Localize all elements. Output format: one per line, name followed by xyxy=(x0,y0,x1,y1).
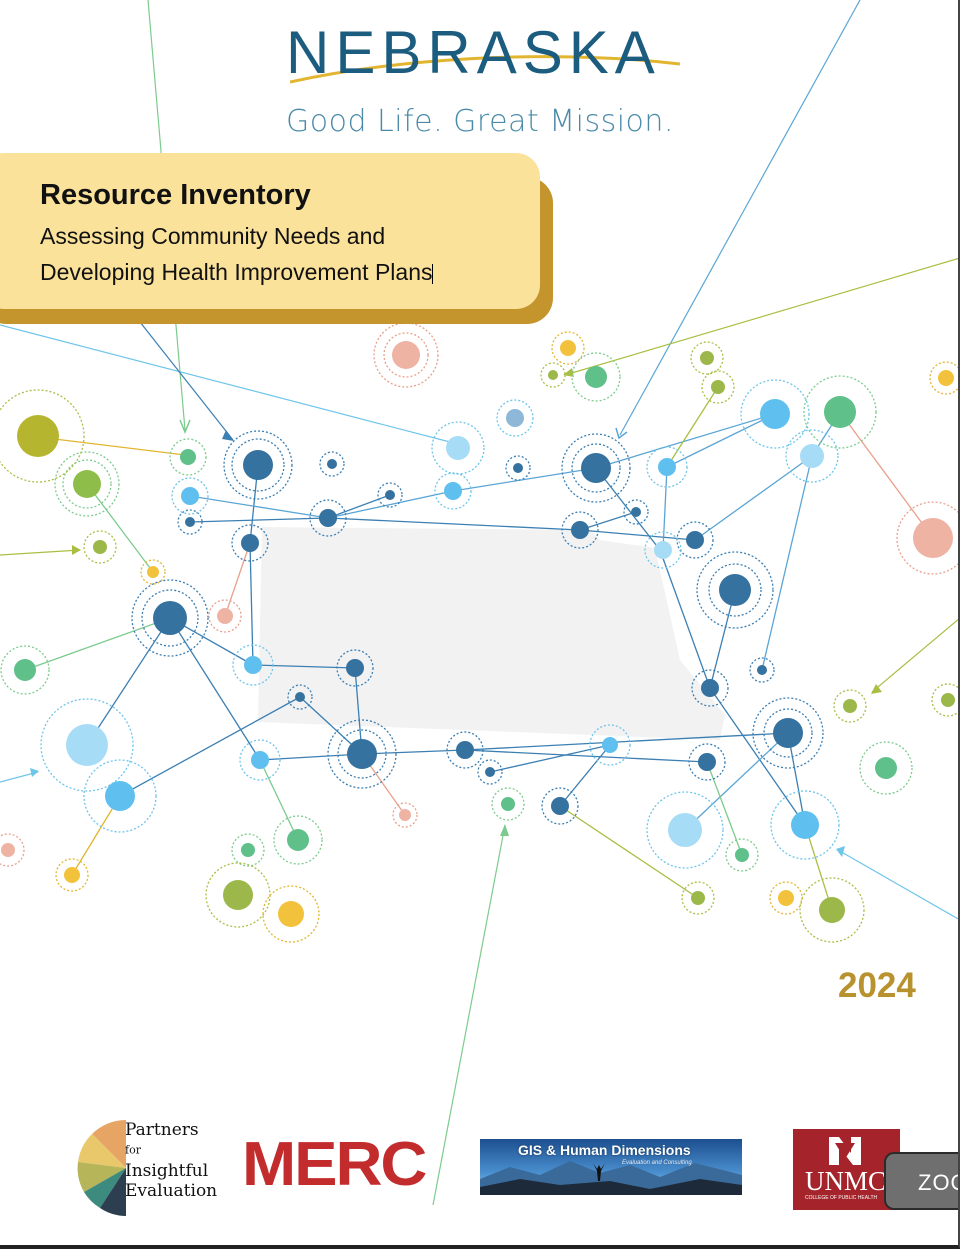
zoom-button[interactable]: ZOO xyxy=(884,1152,960,1210)
gis-logo-title: GIS & Human Dimensions xyxy=(518,1142,691,1158)
gis-logo-subtitle: Evaluation and Consulting xyxy=(622,1160,692,1166)
partners-logo-word-partners: Partners xyxy=(125,1120,199,1140)
brand-tagline: Good Life. Great Mission. xyxy=(286,104,674,139)
mountain-landscape-icon xyxy=(480,1139,742,1195)
unmc-logo-name: UNMC xyxy=(805,1166,887,1196)
title-card xyxy=(0,153,540,309)
unmc-logo: UNMC COLLEGE OF PUBLIC HEALTH xyxy=(793,1129,900,1210)
pie-chart-icon xyxy=(77,1119,126,1216)
brand-swoosh xyxy=(290,55,681,84)
partners-logo-line3: Evaluation xyxy=(125,1180,218,1201)
partners-logo-word-for: for xyxy=(125,1143,141,1157)
gis-human-dimensions-logo: GIS & Human Dimensions Evaluation and Co… xyxy=(480,1139,742,1195)
report-subtitle-line2: Developing Health Improvement Plans xyxy=(40,259,433,285)
unmc-logo-subtitle: COLLEGE OF PUBLIC HEALTH xyxy=(805,1195,878,1201)
partners-logo-line1: Partners for xyxy=(125,1120,217,1161)
brand-name: NEBRASKA xyxy=(286,19,661,86)
report-year: 2024 xyxy=(838,966,916,1005)
partners-insightful-evaluation-logo: Partners for Insightful Evaluation xyxy=(70,1118,217,1218)
nebraska-state-shape xyxy=(258,527,725,740)
report-subtitle-line1: Assessing Community Needs and xyxy=(40,223,386,249)
text-cursor xyxy=(432,263,434,284)
report-subtitle: Assessing Community Needs and Developing… xyxy=(40,218,520,290)
merc-logo: MERC xyxy=(242,1130,427,1199)
partners-logo-text: Partners for Insightful Evaluation xyxy=(125,1120,217,1201)
partners-logo-line2: Insightful xyxy=(125,1160,209,1181)
unmc-n-mark-icon xyxy=(829,1137,861,1165)
report-title: Resource Inventory xyxy=(40,179,311,211)
report-subtitle-line2-wrap: Developing Health Improvement Plans xyxy=(40,254,520,290)
